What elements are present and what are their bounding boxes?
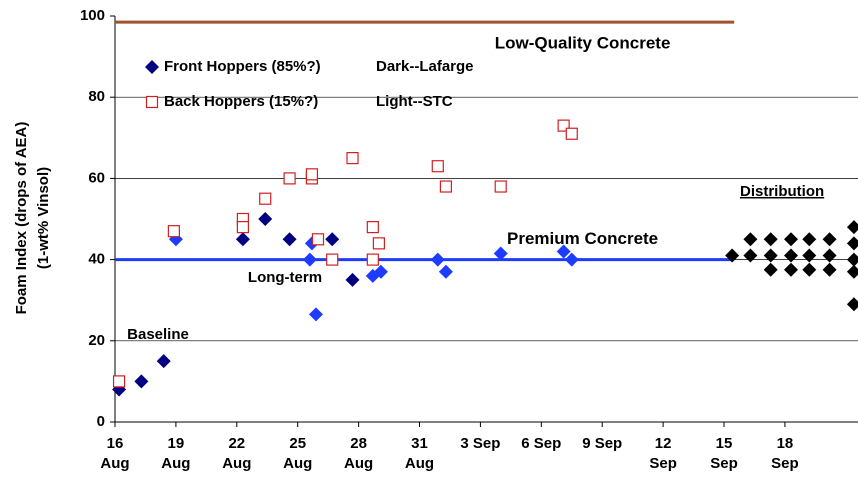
y-tick-label: 100 — [80, 7, 105, 24]
point — [259, 192, 272, 205]
point — [846, 236, 858, 251]
point — [763, 262, 778, 277]
y-tick-label: 80 — [88, 88, 105, 105]
point — [346, 152, 359, 165]
distribution-label: Distribution — [740, 183, 824, 200]
point — [326, 253, 339, 266]
point — [235, 232, 250, 247]
point — [345, 272, 360, 287]
point — [311, 233, 325, 246]
legend-marker — [145, 60, 159, 74]
x-tick-label: 15 Sep — [710, 435, 738, 472]
point — [763, 232, 778, 247]
point — [430, 252, 445, 267]
y-tick-label: 60 — [88, 169, 105, 186]
point — [556, 244, 571, 259]
x-tick-label: 18 Sep — [771, 435, 799, 472]
point — [557, 119, 570, 132]
x-tick-label: 16 Aug — [100, 435, 130, 472]
y-tick-label: 20 — [88, 332, 105, 349]
x-tick-label: 12 Sep — [649, 435, 677, 472]
point — [493, 246, 508, 261]
point — [846, 220, 858, 235]
point — [112, 375, 126, 388]
annotation: Light--STC — [376, 93, 453, 110]
x-tick-label: 19 Aug — [161, 435, 191, 472]
point — [236, 221, 249, 234]
point — [802, 232, 817, 247]
point — [802, 248, 817, 263]
x-tick-label: 6 Sep — [521, 435, 562, 452]
x-tick-label: 9 Sep — [582, 435, 623, 452]
x-tick-label: 31 Aug — [404, 435, 435, 472]
point — [366, 253, 379, 266]
point — [134, 374, 149, 389]
legend-marker — [145, 95, 159, 109]
annotation: Dark--Lafarge — [376, 58, 474, 75]
y-tick-label: 0 — [97, 413, 105, 430]
point — [494, 180, 507, 193]
point — [438, 264, 453, 279]
legend-label: Back Hoppers (15%?) — [164, 93, 318, 110]
point — [283, 172, 296, 185]
point — [302, 252, 317, 267]
point — [743, 232, 758, 247]
annotation: Baseline — [127, 326, 189, 343]
y-tick-label: 40 — [88, 251, 105, 268]
point — [564, 252, 579, 267]
point — [258, 212, 273, 226]
point — [308, 307, 323, 322]
point — [784, 248, 799, 263]
annotation: Long-term — [248, 269, 322, 286]
point — [372, 237, 386, 250]
point — [784, 232, 799, 247]
point — [167, 225, 180, 238]
point — [156, 354, 171, 369]
point — [565, 127, 578, 140]
point — [763, 248, 778, 263]
reference-label: Low-Quality Concrete — [495, 34, 671, 53]
x-tick-label: 22 Aug — [222, 435, 252, 472]
point — [822, 262, 837, 277]
point — [846, 264, 858, 279]
point — [802, 262, 817, 277]
point — [325, 232, 340, 247]
x-tick-label: 28 Aug — [344, 435, 374, 472]
point — [725, 248, 740, 263]
point — [743, 248, 758, 263]
point — [373, 264, 388, 279]
y-axis-title: (1-wt% Vinsol) — [35, 167, 52, 269]
point — [822, 248, 837, 263]
point — [784, 262, 799, 277]
point — [822, 232, 837, 247]
y-axis-title: Foam Index (drops of AEA) — [13, 122, 30, 315]
point — [282, 232, 297, 247]
point — [846, 252, 858, 267]
point — [305, 168, 319, 181]
x-tick-label: 25 Aug — [283, 435, 313, 472]
point — [439, 180, 452, 193]
x-tick-label: 3 Sep — [460, 435, 501, 452]
point — [846, 297, 858, 312]
legend-label: Front Hoppers (85%?) — [164, 58, 321, 75]
point — [431, 160, 444, 173]
reference-label: Premium Concrete — [507, 229, 658, 248]
point — [366, 221, 379, 234]
